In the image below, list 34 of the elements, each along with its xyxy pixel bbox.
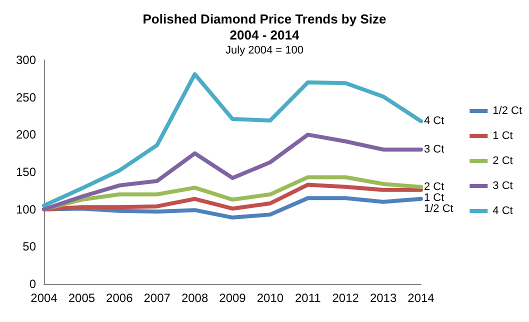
x-tick-label: 2014	[408, 291, 435, 305]
x-tick-label: 2013	[370, 291, 397, 305]
line-series	[42, 72, 423, 208]
chart-subtitle: July 2004 = 100	[226, 44, 304, 56]
y-tick-label: 300	[16, 53, 36, 67]
text: 1/2 Ct	[424, 202, 454, 215]
x-tick-label: 2010	[256, 291, 284, 305]
x-tick-label: 2004	[30, 291, 58, 305]
line-series	[42, 175, 423, 212]
legend-label: 2 Ct	[492, 155, 513, 167]
y-tick-label: 50	[22, 240, 36, 254]
legend-label: 1/2 Ct	[492, 105, 522, 117]
x-tick-label: 2012	[332, 291, 360, 305]
text: 2 Ct	[424, 180, 444, 193]
x-tick-label: 2009	[219, 291, 246, 305]
legend-label: 1 Ct	[492, 130, 513, 142]
y-tick-label: 0	[29, 277, 36, 291]
text: 4 Ct	[424, 115, 444, 128]
legend-label: 4 Ct	[492, 205, 513, 217]
x-tick-label: 2011	[294, 291, 322, 305]
text: 1 Ct	[424, 192, 444, 204]
text: 3 Ct	[424, 144, 444, 156]
x-tick-label: 2005	[68, 291, 96, 305]
y-tick-label: 250	[16, 90, 36, 104]
x-tick-label: 2006	[106, 291, 134, 305]
y-tick-label: 200	[16, 128, 36, 142]
x-tick-label: 2007	[144, 291, 171, 305]
chart-title: Polished Diamond Price Trends by Size 2004 - 2014	[142, 12, 386, 42]
legend-label: 3 Ct	[492, 180, 513, 192]
x-tick-label: 2008	[181, 291, 208, 305]
y-tick-label: 150	[16, 165, 36, 179]
y-tick-label: 100	[16, 202, 36, 216]
line-series	[42, 182, 423, 212]
line-series	[42, 132, 423, 212]
